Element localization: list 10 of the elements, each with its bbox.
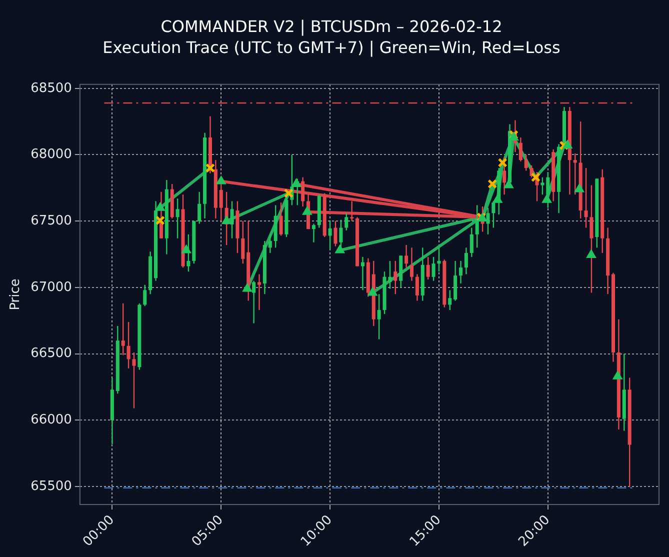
y-tick-label: 68500 [30, 80, 72, 96]
y-tick-label: 67000 [30, 280, 72, 295]
y-tick-label: 67500 [30, 213, 72, 228]
chart-subtitle: Execution Trace (UTC to GMT+7) | Green=Win, Red=Loss [102, 38, 560, 57]
y-tick-label: 66000 [30, 412, 72, 428]
y-tick-label: 68000 [30, 147, 72, 162]
y-tick-label: 65500 [30, 478, 72, 494]
y-tick-label: 66500 [30, 346, 72, 362]
chart-title: COMMANDER V2 | BTCUSDm – 2026-02-12 [160, 16, 502, 36]
y-axis-title: Price [8, 278, 24, 310]
